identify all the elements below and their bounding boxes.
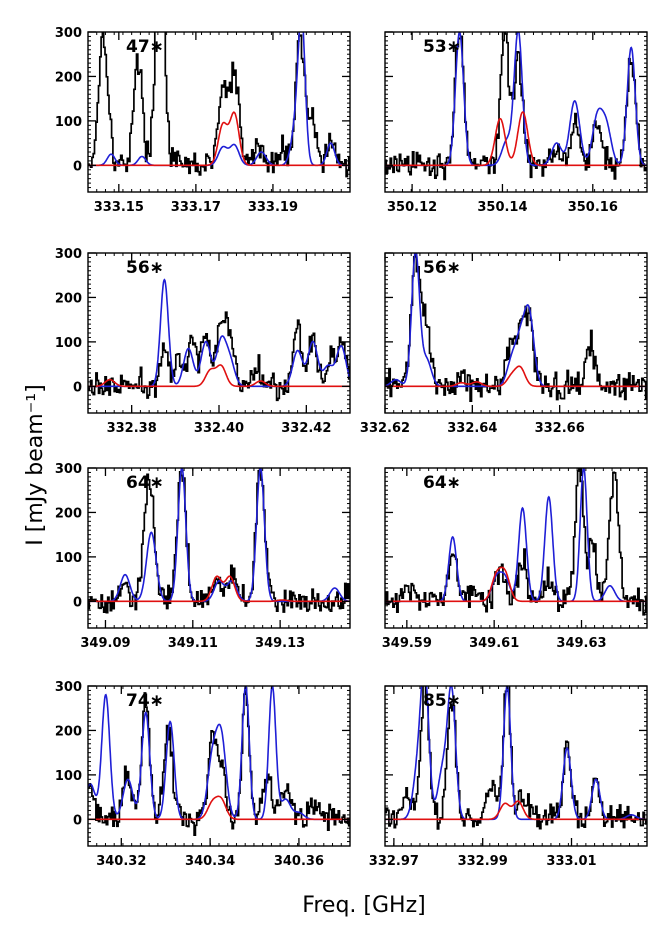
x-tick-label: 350.14 xyxy=(477,200,527,215)
y-tick-label: 0 xyxy=(73,813,82,828)
observed-spectrum xyxy=(88,311,350,402)
x-tick-label: 349.63 xyxy=(556,636,606,651)
spectrum-panel: 332.97 332.99 333.01 85∗ xyxy=(369,685,648,869)
x-tick-label: 350.12 xyxy=(387,200,437,215)
observed-spectrum xyxy=(385,32,647,181)
panel-label: 53∗ xyxy=(423,37,461,57)
x-tick-label: 349.09 xyxy=(80,636,130,651)
x-tick-label: 333.15 xyxy=(94,200,144,215)
model-species-spectrum xyxy=(88,575,350,603)
x-tick-label: 340.34 xyxy=(185,854,235,869)
spectrum-panel: 332.62 332.64 332.66 56∗ xyxy=(360,252,648,436)
x-tick-label: 340.32 xyxy=(96,854,146,869)
y-tick-label: 300 xyxy=(55,247,82,262)
x-tick-label: 349.61 xyxy=(469,636,519,651)
x-tick-label: 349.11 xyxy=(168,636,218,651)
plot-area xyxy=(88,32,350,178)
y-tick-label: 300 xyxy=(55,462,82,477)
model-species-spectrum xyxy=(88,364,350,388)
model-total-spectrum xyxy=(385,686,647,821)
plot-area xyxy=(88,278,350,402)
y-tick-label: 100 xyxy=(55,336,82,351)
x-tick-label: 350.16 xyxy=(568,200,618,215)
y-tick-label: 300 xyxy=(55,26,82,41)
x-tick-label: 340.36 xyxy=(274,854,324,869)
y-tick-label: 300 xyxy=(55,680,82,695)
x-tick-label: 333.19 xyxy=(248,200,298,215)
spectrum-panel: 340.32 340.34 340.36 0 100 200 300 74∗ xyxy=(55,680,351,869)
plot-area xyxy=(385,32,647,181)
panel-label: 56∗ xyxy=(126,258,164,278)
y-axis-title: I [mJy beam⁻¹] xyxy=(23,384,48,545)
panel-label: 64∗ xyxy=(126,473,164,493)
panel-label: 74∗ xyxy=(126,691,164,711)
model-species-spectrum xyxy=(385,800,647,821)
plot-area xyxy=(385,253,647,403)
y-tick-label: 100 xyxy=(55,769,82,784)
panel-label: 85∗ xyxy=(423,691,461,711)
x-tick-label: 332.42 xyxy=(281,421,331,436)
x-tick-label: 332.38 xyxy=(107,421,157,436)
plot-area xyxy=(385,686,647,830)
x-tick-label: 349.59 xyxy=(382,636,432,651)
observed-spectrum xyxy=(88,687,350,836)
x-tick-label: 332.66 xyxy=(535,421,585,436)
x-tick-label: 332.62 xyxy=(360,421,410,436)
model-species-spectrum xyxy=(385,566,647,603)
y-tick-label: 200 xyxy=(55,70,82,85)
panel-label: 47∗ xyxy=(126,37,164,57)
y-tick-label: 0 xyxy=(73,595,82,610)
x-tick-label: 332.64 xyxy=(447,421,497,436)
x-tick-label: 333.01 xyxy=(546,854,596,869)
y-tick-label: 200 xyxy=(55,506,82,521)
panel-label: 64∗ xyxy=(423,473,461,493)
observed-spectrum xyxy=(385,468,647,616)
spectrum-panel: 332.38 332.40 332.42 0 100 200 300 56∗ xyxy=(55,247,351,436)
spectrum-panel: 350.12 350.14 350.16 53∗ xyxy=(384,31,648,215)
x-tick-label: 332.99 xyxy=(458,854,508,869)
plot-area xyxy=(385,468,647,616)
spectrum-panel: 333.15 333.17 333.19 0 100 200 300 47∗ xyxy=(55,26,351,215)
spectrum-panel: 349.59 349.61 349.63 64∗ xyxy=(382,467,648,651)
model-species-spectrum xyxy=(385,365,647,388)
y-tick-label: 200 xyxy=(55,724,82,739)
y-tick-label: 100 xyxy=(55,115,82,130)
model-species-spectrum xyxy=(385,111,647,167)
observed-spectrum xyxy=(385,253,647,403)
model-total-spectrum xyxy=(88,278,350,388)
x-tick-label: 333.17 xyxy=(171,200,221,215)
x-axis-title: Freq. [GHz] xyxy=(302,893,425,918)
x-tick-label: 349.13 xyxy=(255,636,305,651)
y-tick-label: 100 xyxy=(55,551,82,566)
model-total-spectrum xyxy=(88,686,350,821)
model-species-spectrum xyxy=(88,795,350,821)
y-tick-label: 200 xyxy=(55,291,82,306)
spectrum-panel: 349.09 349.11 349.13 0 100 200 300 64∗ xyxy=(55,462,351,651)
x-tick-label: 332.97 xyxy=(369,854,419,869)
x-tick-label: 332.40 xyxy=(194,421,244,436)
plot-area xyxy=(88,686,350,836)
y-tick-label: 0 xyxy=(73,159,82,174)
y-tick-label: 0 xyxy=(73,380,82,395)
plot-area xyxy=(88,468,350,614)
panel-label: 56∗ xyxy=(423,258,461,278)
model-species-spectrum xyxy=(88,111,350,167)
